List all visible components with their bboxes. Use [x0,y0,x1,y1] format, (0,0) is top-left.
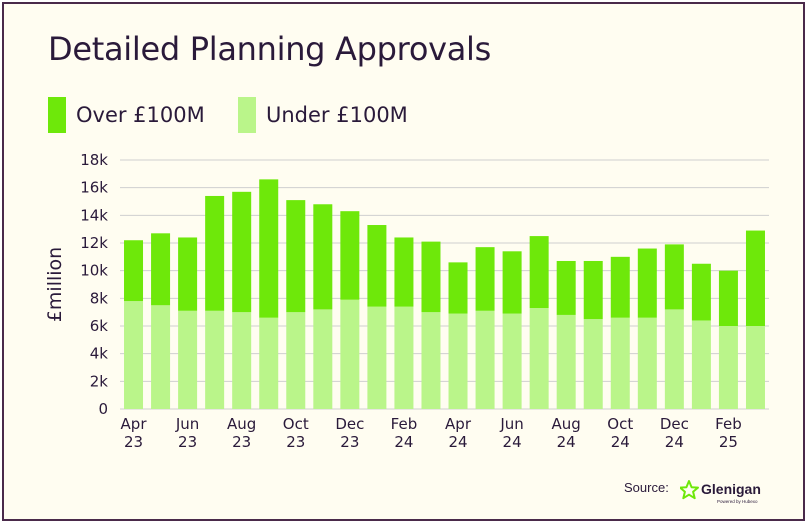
y-tick-label: 8k [90,289,109,307]
x-tick-label-month: Aug [552,415,581,433]
x-tick-label-year: 23 [124,433,143,451]
bar-under-100m [448,313,468,409]
x-tick-label-year: 24 [503,433,522,451]
legend-label-over: Over £100M [76,103,205,127]
x-tick-label-year: 24 [394,433,413,451]
bar-under-100m [637,317,657,409]
glenigan-logo: Glenigan Powered by Hubexo [680,480,761,504]
bar-over-100m [205,195,225,311]
x-tick-label-year: 24 [557,433,576,451]
legend-swatch-under [238,97,256,133]
bar-under-100m [232,312,252,409]
bar-under-100m [178,310,198,409]
x-tick-label-year: 24 [448,433,467,451]
bar-over-100m [232,191,252,313]
logo-tagline: Powered by Hubexo [717,499,758,504]
legend-item-over: Over £100M [48,97,205,133]
bar-under-100m [664,309,684,409]
x-tick-label-month: Jun [175,415,199,433]
bar-over-100m [394,237,414,307]
bar-under-100m [340,299,360,409]
star-icon [680,480,699,500]
bar-under-100m [502,313,522,409]
bar-under-100m [583,319,603,409]
chart-title: Detailed Planning Approvals [48,30,492,68]
x-tick-label-month: Feb [715,415,742,433]
bar-under-100m [205,310,225,409]
y-tick-label: 10k [80,262,108,280]
y-tick-label: 2k [90,372,109,390]
bar-over-100m [286,200,306,313]
bar-over-100m [718,270,738,326]
bar-under-100m [421,312,441,409]
bar-over-100m [529,236,549,309]
legend-item-under: Under £100M [238,97,408,133]
bar-under-100m [745,326,765,409]
bar-under-100m [610,317,630,409]
x-tick-label-month: Dec [660,415,689,433]
bar-over-100m [124,240,144,302]
y-tick-label: 18k [80,151,108,169]
bar-over-100m [340,211,360,300]
y-tick-label: 16k [80,179,108,197]
x-tick-label-year: 23 [286,433,305,451]
bar-under-100m [367,306,387,409]
bar-under-100m [475,310,495,409]
bar-over-100m [637,248,657,318]
bar-over-100m [475,247,495,311]
x-tick-label-year: 24 [665,433,684,451]
x-tick-label-month: Oct [607,415,633,433]
x-tick-label-year: 24 [611,433,630,451]
bar-over-100m [313,204,333,310]
x-tick-label-month: Apr [121,415,148,433]
bar-over-100m [502,251,522,314]
bar-under-100m [259,317,279,409]
y-tick-label: 14k [80,206,108,224]
x-tick-label-month: Oct [283,415,309,433]
bar-over-100m [610,256,630,318]
bar-over-100m [745,230,765,326]
bar-over-100m [151,233,171,306]
x-tick-label-year: 25 [719,433,738,451]
bar-over-100m [259,179,279,318]
bar-under-100m [286,312,306,409]
bar-over-100m [691,263,711,321]
x-tick-label-month: Jun [499,415,523,433]
bar-under-100m [718,326,738,409]
bar-under-100m [394,306,414,409]
x-tick-label-month: Apr [445,415,472,433]
bar-over-100m [583,260,603,320]
x-tick-label-month: Dec [335,415,364,433]
bar-under-100m [313,309,333,409]
y-tick-label: 4k [90,345,109,363]
bar-under-100m [151,305,171,409]
bar-over-100m [178,237,198,311]
x-tick-label-month: Feb [391,415,418,433]
x-tick-label-month: Aug [227,415,256,433]
source-label: Source: [624,480,669,495]
legend-label-under: Under £100M [266,103,408,127]
logo-wordmark: Glenigan [701,481,761,497]
bar-over-100m [664,244,684,310]
bar-under-100m [124,301,144,409]
bar-under-100m [556,314,576,409]
x-tick-label-year: 23 [340,433,359,451]
y-tick-label: 6k [90,317,109,335]
bar-under-100m [529,308,549,409]
bar-over-100m [367,225,387,307]
bar-over-100m [448,262,468,314]
x-tick-label-year: 23 [232,433,251,451]
bar-under-100m [691,320,711,409]
y-axis-label: £million [44,247,66,322]
bar-over-100m [421,241,441,313]
legend-swatch-over [48,97,66,133]
bar-over-100m [556,260,576,315]
y-tick-label: 12k [80,234,108,252]
y-tick-label: 0 [98,400,108,418]
x-tick-label-year: 23 [178,433,197,451]
